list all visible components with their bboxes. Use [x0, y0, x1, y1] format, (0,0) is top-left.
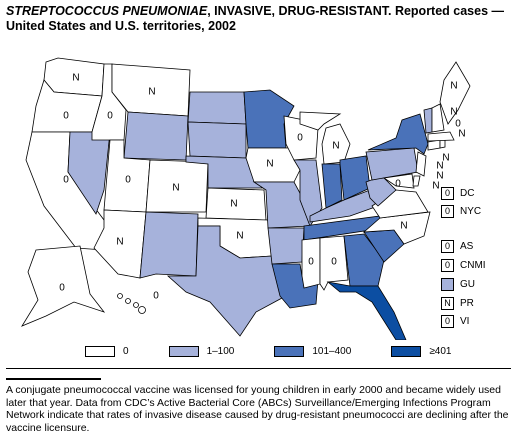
footnote: A conjugate pneumococcal vaccine was lic…: [6, 384, 509, 434]
state-de: [412, 175, 421, 187]
label-wi: 0: [297, 133, 303, 144]
label-ct: N: [436, 161, 443, 172]
label-wa: N: [72, 73, 79, 84]
legend-item-low: 1–100: [168, 346, 234, 357]
footnote-rule: [6, 378, 101, 380]
label-mi: N: [332, 141, 339, 152]
inset-nyc: 0 NYC: [441, 205, 481, 218]
map-legend: 0 1–100 101–400 ≥401: [85, 346, 492, 357]
inset-pr-box: N: [441, 297, 454, 310]
state-me: [439, 61, 471, 125]
state-in: [321, 163, 343, 209]
legend-swatch: [391, 346, 422, 357]
label-nc: N: [400, 221, 407, 232]
state-ma: [427, 131, 455, 142]
state-ri: [439, 139, 446, 149]
label-ok: N: [236, 231, 243, 242]
inset-cnmi-box: 0: [441, 259, 454, 272]
inset-gu: GU: [441, 278, 475, 291]
state-nj: [415, 151, 427, 177]
state-hi-3: [133, 302, 139, 308]
state-nh: [431, 103, 445, 133]
inset-dc: 0 DC: [441, 187, 474, 200]
state-ar: [267, 227, 305, 265]
legend-swatch: [85, 346, 115, 357]
divider-rule: [6, 368, 511, 369]
label-ri: N: [442, 153, 449, 164]
label-or: 0: [63, 111, 69, 122]
legend-swatch: [168, 346, 199, 357]
us-map: N 0 0 0 N 0 N N N N N 0 N 0 0 N 0 0 0 N …: [0, 40, 516, 340]
label-de: N: [432, 181, 439, 192]
inset-pr: N PR: [441, 297, 474, 310]
state-ak: [21, 245, 106, 327]
legend-item-mid: 101–400: [274, 346, 351, 357]
state-oh: [339, 155, 371, 201]
state-mi: [299, 111, 342, 131]
label-mt: N: [148, 87, 155, 98]
label-al: 0: [331, 257, 337, 268]
state-nm: [139, 211, 199, 279]
label-ks: N: [230, 199, 237, 210]
state-mn: [243, 89, 295, 149]
state-tx: [166, 225, 283, 337]
state-nc: [362, 211, 431, 245]
label-vt: 0: [455, 119, 461, 130]
state-hi-4: [138, 306, 146, 314]
label-ia: N: [266, 159, 273, 170]
label-az: N: [116, 237, 123, 248]
label-ms: 0: [308, 257, 314, 268]
us-map-svg: N 0 0 0 N 0 N N N N N 0 N 0 0 N 0 0 0 N …: [21, 57, 471, 340]
label-ak: 0: [59, 283, 65, 294]
inset-vi-box: 0: [441, 315, 454, 328]
legend-item-zero: 0: [85, 346, 129, 357]
state-hi-2: [125, 298, 131, 304]
state-sd: [187, 121, 247, 159]
label-me: N: [450, 81, 457, 92]
state-ct: [427, 139, 441, 151]
inset-as: 0 AS: [441, 240, 473, 253]
state-vt: [423, 107, 433, 134]
inset-cnmi: 0 CNMI: [441, 259, 486, 272]
label-co: N: [172, 183, 179, 194]
label-md: 0: [395, 179, 401, 190]
legend-swatch: [274, 346, 305, 357]
label-id: 0: [107, 111, 113, 122]
state-ms: [301, 237, 321, 289]
map-title: STREPTOCOCCUS PNEUMONIAE, INVASIVE, DRUG…: [6, 4, 505, 33]
state-hi-1: [117, 293, 123, 299]
inset-gu-box: [441, 278, 454, 291]
state-md: [382, 173, 415, 189]
label-ca: 0: [63, 175, 69, 186]
inset-vi: 0 VI: [441, 315, 469, 328]
inset-nyc-box: 0: [441, 205, 454, 218]
label-hi: 0: [153, 291, 159, 302]
state-nd: [187, 91, 247, 125]
state-ny: [367, 113, 429, 155]
inset-dc-box: 0: [441, 187, 454, 200]
label-nh: N: [450, 107, 457, 118]
state-la: [271, 263, 319, 309]
state-wy: [123, 111, 189, 161]
label-ut: 0: [125, 175, 131, 186]
state-fl: [326, 281, 407, 340]
label-nj: N: [436, 171, 443, 182]
label-ma: N: [458, 129, 465, 140]
inset-as-box: 0: [441, 240, 454, 253]
legend-item-high: ≥401: [391, 346, 452, 357]
